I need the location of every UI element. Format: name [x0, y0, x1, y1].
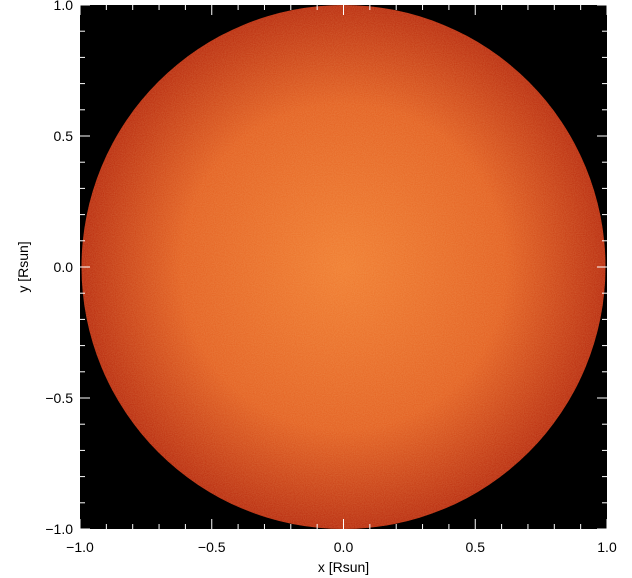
- axis-ticks: [79, 4, 608, 530]
- y-tick-labels: −1.0 −0.5 0.0 0.5 1.0: [45, 0, 73, 537]
- solar-disk-texture: [81, 5, 606, 529]
- x-axis-label: x [Rsun]: [318, 559, 369, 575]
- x-tick-label: 1.0: [597, 539, 617, 555]
- y-tick-label: −1.0: [45, 521, 73, 537]
- y-tick-label: 1.0: [54, 0, 74, 13]
- y-axis-label: y [Rsun]: [15, 241, 31, 292]
- x-tick-label: 0.5: [466, 539, 486, 555]
- y-tick-label: 0.5: [54, 128, 74, 144]
- solar-disk: [81, 5, 606, 529]
- y-tick-label: −0.5: [45, 390, 73, 406]
- x-tick-label: 0.0: [334, 539, 354, 555]
- x-tick-label: −1.0: [66, 539, 94, 555]
- x-tick-labels: −1.0 −0.5 0.0 0.5 1.0: [66, 539, 617, 555]
- x-tick-label: −0.5: [198, 539, 226, 555]
- y-tick-label: 0.0: [54, 259, 74, 275]
